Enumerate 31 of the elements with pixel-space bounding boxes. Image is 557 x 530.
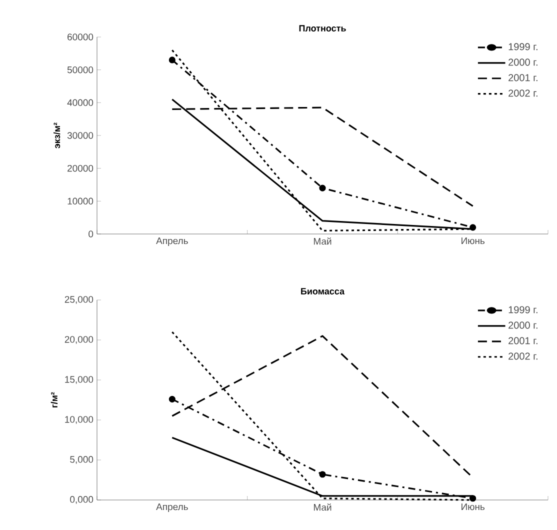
y-axis-title: г/м²: [50, 392, 58, 408]
x-tick-label: Май: [314, 238, 332, 245]
x-tick-label: Май: [314, 504, 332, 511]
legend-label: 2001 г.: [508, 337, 538, 344]
y-tick-label: 0,000: [70, 496, 94, 504]
y-tick-label: 50000: [67, 66, 94, 74]
legend-label: 2000 г.: [508, 322, 538, 329]
y-tick-label: 60000: [68, 34, 94, 40]
x-tick-label: Июнь: [462, 504, 485, 510]
legend-label: 2001 г.: [508, 74, 538, 82]
y-tick-label: 40000: [67, 99, 94, 106]
legend-label: 1999 г.: [508, 306, 538, 314]
y-tick-label: 25,000: [64, 296, 94, 304]
y-tick-label: 10000: [68, 198, 94, 205]
chart-title: Плотность: [299, 25, 346, 32]
legend-label: 2000 г.: [508, 58, 538, 66]
chart-title: Биомасса: [301, 288, 345, 294]
y-tick-label: 15,000: [65, 376, 94, 384]
y-axis-title: экз/м²: [53, 122, 60, 148]
y-tick-label: 10,000: [65, 416, 94, 424]
x-tick-label: Апрель: [156, 504, 188, 512]
legend-label: 2002 г.: [508, 352, 538, 360]
y-tick-label: 20,000: [64, 336, 94, 344]
x-tick-label: Апрель: [156, 238, 188, 246]
legend-label: 1999 г.: [508, 43, 538, 50]
legend-label: 2002 г.: [508, 90, 538, 97]
y-tick-label: 20000: [68, 164, 94, 172]
x-tick-label: Июнь: [462, 238, 485, 244]
y-tick-label: 0: [88, 230, 94, 238]
y-tick-label: 30000: [67, 132, 94, 139]
y-tick-label: 5,000: [70, 456, 94, 464]
